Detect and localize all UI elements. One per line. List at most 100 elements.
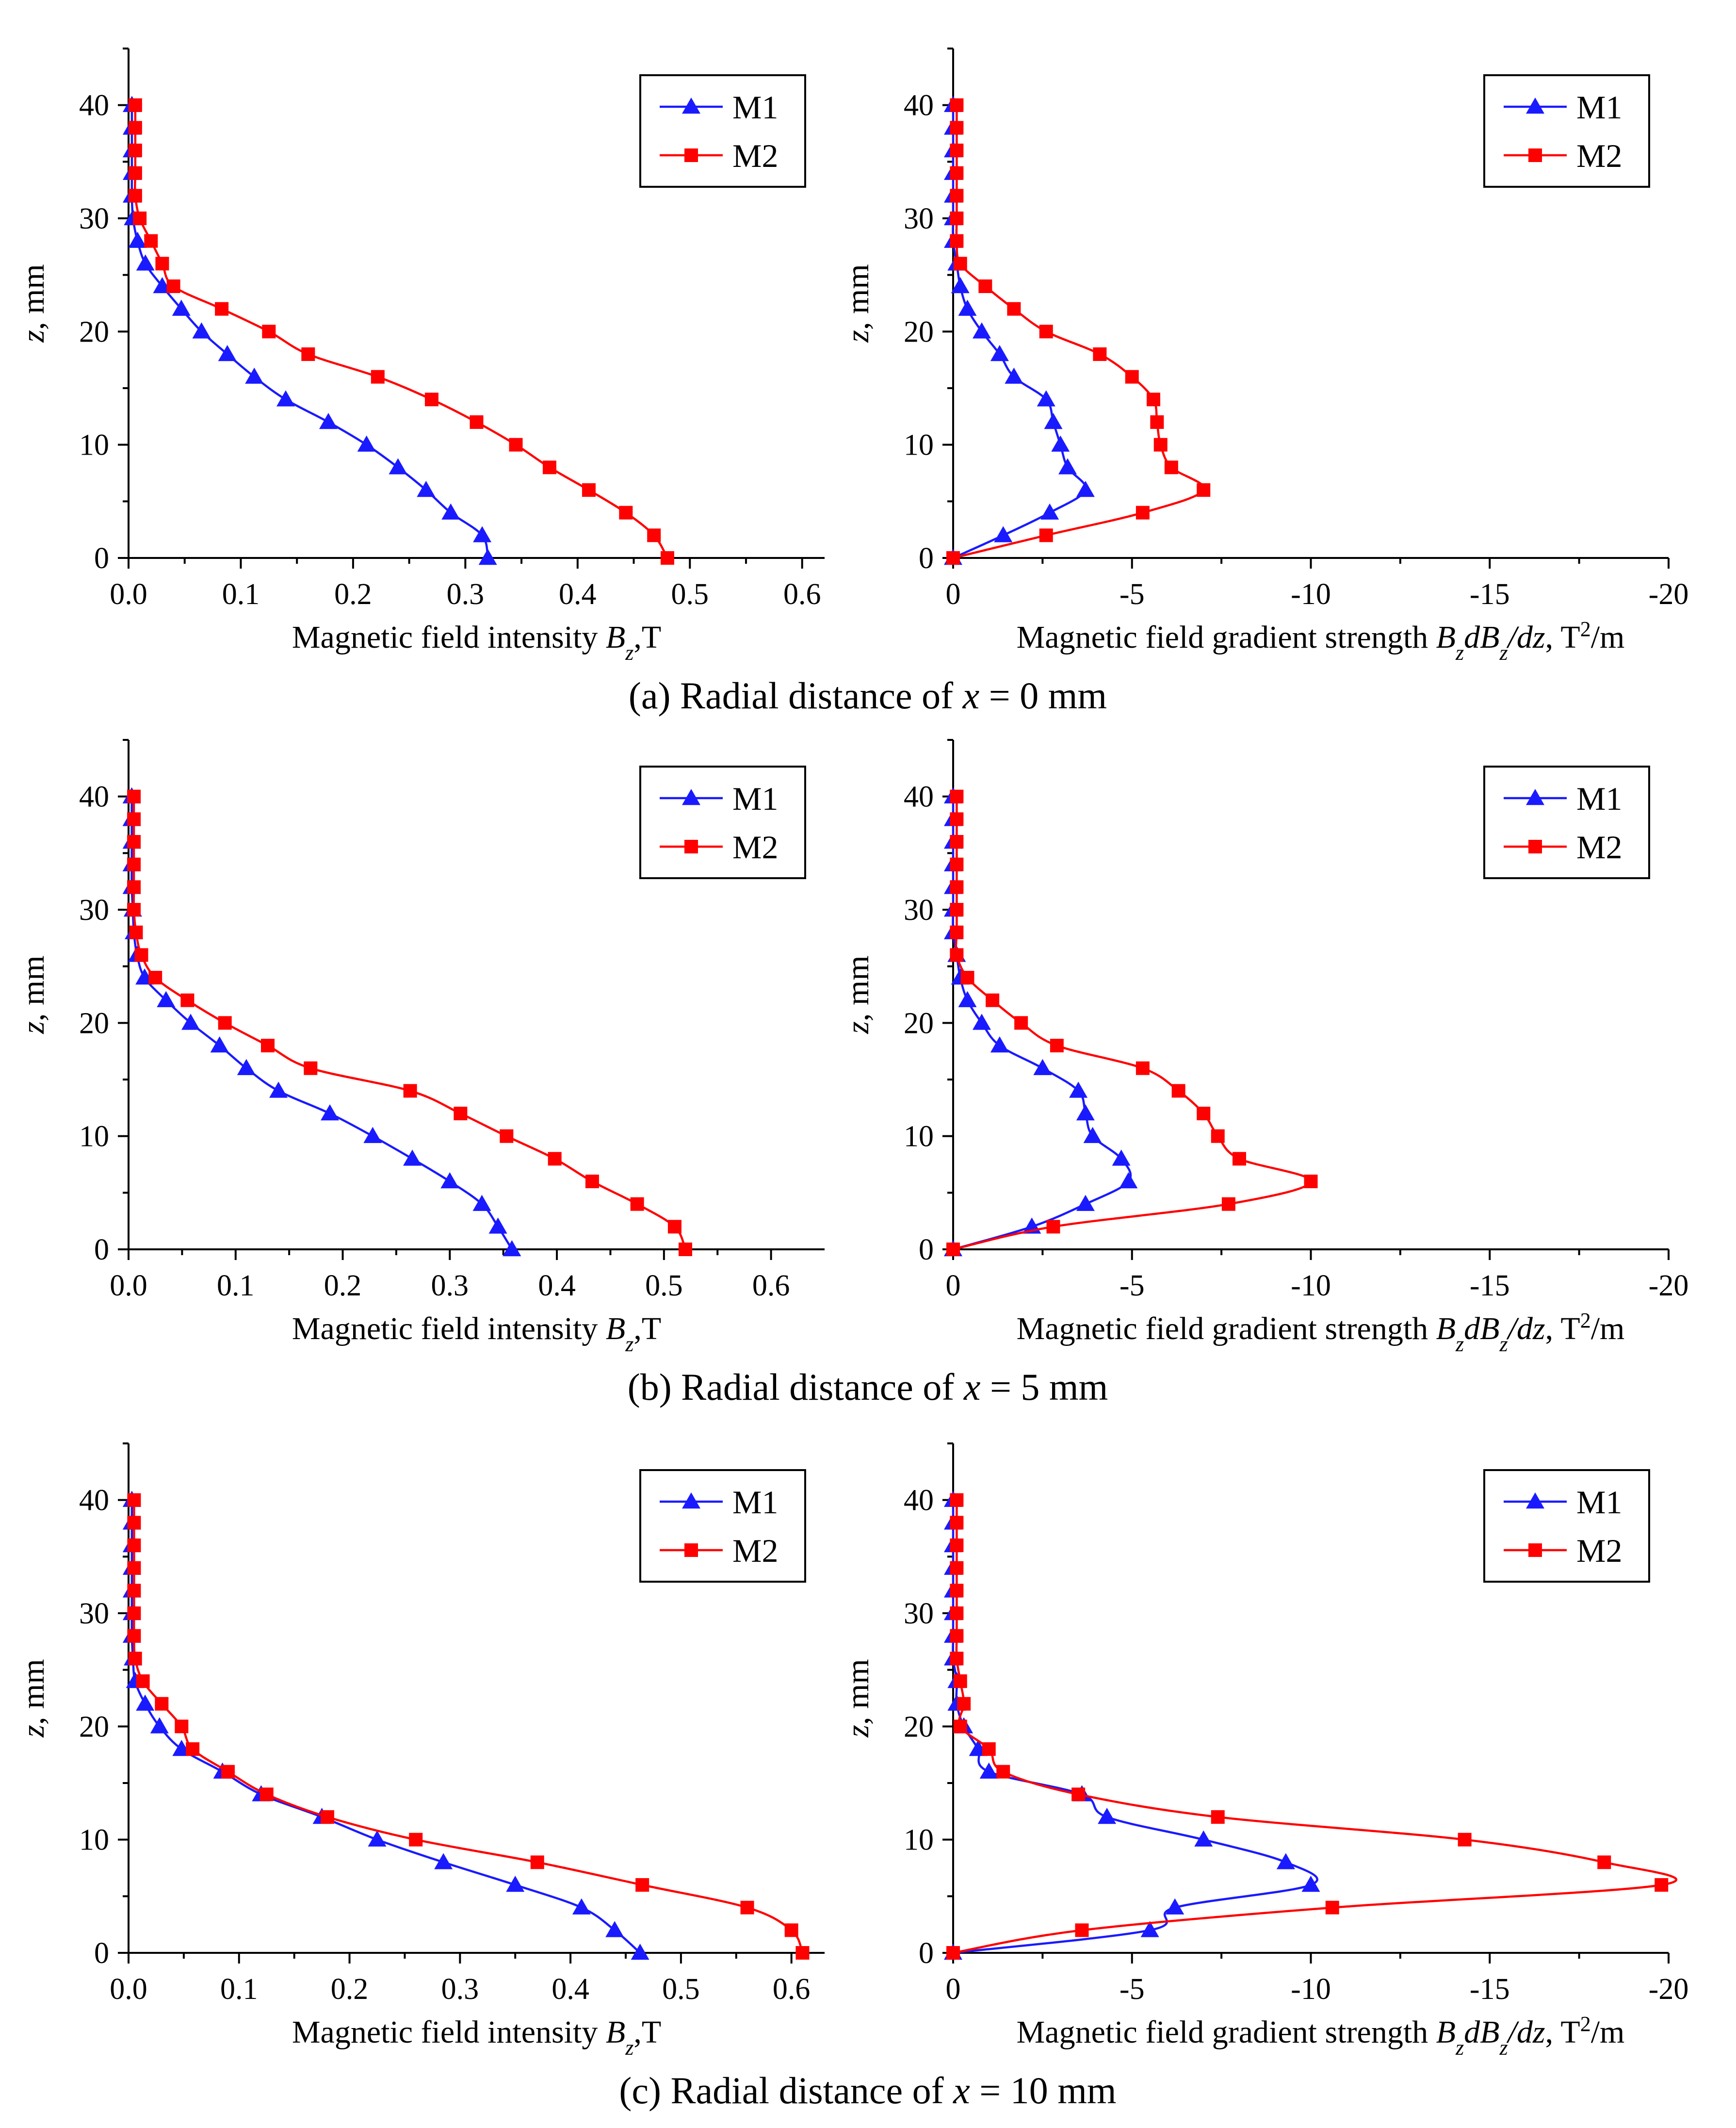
data-point-M2 xyxy=(679,1243,692,1256)
y-axis-label: z, mm xyxy=(16,264,51,343)
y-tick-label: 0 xyxy=(919,1937,934,1970)
data-point-M2 xyxy=(127,812,141,826)
x-axis-label-part: 2 xyxy=(1580,2012,1591,2036)
data-point-M1 xyxy=(1058,458,1077,475)
legend-label-M1: M1 xyxy=(732,780,778,817)
data-point-M2 xyxy=(260,1787,274,1801)
legend-marker-M1 xyxy=(1526,1492,1544,1509)
data-point-M2 xyxy=(127,1493,141,1507)
x-axis-label-part: z xyxy=(1455,2036,1464,2060)
data-point-M2 xyxy=(1075,1923,1089,1937)
data-point-M2 xyxy=(950,925,964,939)
y-axis-label-var: z xyxy=(16,1021,51,1034)
x-tick-label: 0.4 xyxy=(538,1269,576,1302)
y-tick-label: 0 xyxy=(919,542,934,575)
y-tick-label: 30 xyxy=(79,1597,109,1630)
data-point-M2 xyxy=(128,144,142,157)
legend-label-M1: M1 xyxy=(732,89,778,126)
legend-label-M2: M2 xyxy=(732,137,778,174)
series-line-M2 xyxy=(953,105,1205,559)
y-tick-label: 0 xyxy=(94,1233,109,1266)
x-axis-label: Magnetic field gradient strength BzdBz/d… xyxy=(1017,2012,1625,2060)
data-point-M1 xyxy=(192,322,211,339)
y-tick-label: 20 xyxy=(904,1710,934,1743)
y-axis-label-unit: , mm xyxy=(840,1659,876,1725)
caption-var: x xyxy=(963,1366,981,1408)
data-point-M2 xyxy=(950,948,964,962)
legend-label-M1: M1 xyxy=(1576,1484,1622,1521)
data-point-M1 xyxy=(503,1240,521,1257)
x-tick-label: -10 xyxy=(1291,1973,1331,2006)
data-point-M1 xyxy=(441,503,460,520)
caption-1: (b) Radial distance of x = 5 mm xyxy=(628,1366,1108,1408)
data-point-M2 xyxy=(1171,1084,1185,1098)
y-tick-label: 20 xyxy=(904,315,934,348)
legend-marker-M2 xyxy=(1528,840,1542,853)
y-tick-label: 30 xyxy=(904,202,934,235)
x-tick-label: 0.2 xyxy=(331,1973,369,2006)
data-point-M1 xyxy=(157,991,176,1007)
data-point-M2 xyxy=(630,1197,644,1211)
data-point-M2 xyxy=(1007,302,1021,316)
data-point-M1 xyxy=(210,1036,229,1053)
data-point-M2 xyxy=(127,1629,141,1643)
x-tick-label: 0.3 xyxy=(447,578,485,611)
data-point-M1 xyxy=(1005,367,1023,384)
data-point-M1 xyxy=(973,322,991,339)
x-axis-label-part: dB xyxy=(1464,2014,1499,2050)
data-point-M1 xyxy=(1112,1149,1131,1166)
y-tick-label: 10 xyxy=(904,1824,934,1857)
caption-var: x xyxy=(953,2069,970,2112)
data-point-M1 xyxy=(237,1059,256,1075)
data-point-M2 xyxy=(548,1152,562,1166)
x-axis-label-part: ,T xyxy=(633,620,661,655)
y-axis-label-unit: , mm xyxy=(840,955,876,1021)
data-point-M2 xyxy=(127,880,141,894)
data-point-M2 xyxy=(127,903,141,917)
legend-label-M1: M1 xyxy=(1576,780,1622,817)
x-axis-label-part: /m xyxy=(1591,620,1625,655)
y-axis-label: z, mm xyxy=(16,955,51,1034)
data-point-M1 xyxy=(1098,1808,1117,1824)
y-tick-label: 40 xyxy=(904,89,934,122)
x-tick-label: -15 xyxy=(1470,1973,1510,2006)
legend-marker-M2 xyxy=(1528,148,1542,162)
data-point-M2 xyxy=(1093,347,1107,361)
series-line-M1 xyxy=(952,1500,1318,1954)
data-point-M2 xyxy=(186,1742,200,1756)
data-point-M2 xyxy=(950,835,964,849)
data-point-M2 xyxy=(950,1539,964,1552)
legend-marker-M1 xyxy=(1526,789,1544,805)
data-point-M1 xyxy=(994,526,1013,542)
data-point-M2 xyxy=(950,189,964,203)
data-point-M2 xyxy=(127,1584,141,1598)
legend-label-M2: M2 xyxy=(1576,137,1622,174)
x-axis-label: Magnetic field intensity Bz,T xyxy=(292,2014,661,2060)
data-point-M2 xyxy=(950,1652,964,1666)
data-point-M2 xyxy=(1136,506,1150,520)
data-point-M1 xyxy=(1040,503,1059,520)
data-point-M2 xyxy=(950,1561,964,1575)
y-tick-label: 0 xyxy=(94,542,109,575)
data-point-M2 xyxy=(127,1516,141,1530)
x-axis-label-part: z xyxy=(1455,1332,1464,1356)
legend-marker-M1 xyxy=(682,98,700,114)
data-point-M1 xyxy=(979,1762,998,1779)
data-point-M1 xyxy=(1276,1853,1295,1869)
data-point-M2 xyxy=(530,1855,544,1869)
data-point-M2 xyxy=(127,1606,141,1620)
x-tick-label: 0.2 xyxy=(334,578,372,611)
y-tick-label: 40 xyxy=(904,1484,934,1517)
data-point-M2 xyxy=(647,528,661,542)
data-point-M2 xyxy=(1125,370,1139,384)
data-point-M2 xyxy=(960,971,974,984)
data-point-M1 xyxy=(1037,390,1055,407)
y-axis-label-unit: , mm xyxy=(16,1659,51,1725)
caption-2: (c) Radial distance of x = 10 mm xyxy=(619,2069,1116,2112)
data-point-M2 xyxy=(180,993,195,1007)
series-M1 xyxy=(122,1490,649,1960)
data-point-M1 xyxy=(440,1172,459,1189)
x-tick-label: 0.1 xyxy=(222,578,260,611)
